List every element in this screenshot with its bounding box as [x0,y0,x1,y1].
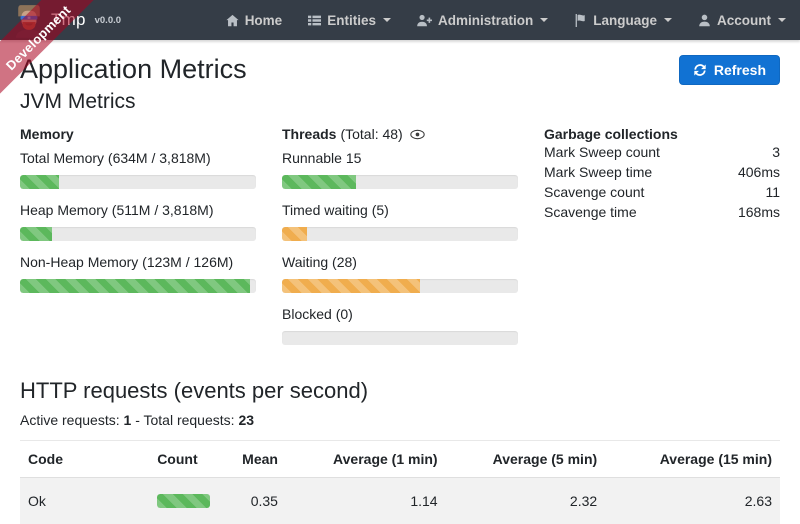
metrics-page: Application Metrics Refresh JVM Metrics … [0,54,800,524]
chevron-down-icon [383,18,391,22]
nonheap-memory-label: Non-Heap Memory (123M / 126M) [20,254,256,270]
nav-label: Entities [327,13,376,28]
gc-value: 11 [765,184,780,200]
cell-avg-5min: 2.32 [446,478,606,524]
header-mean: Mean [218,441,286,478]
gc-label: Scavenge count [544,184,644,200]
nav-label: Language [593,13,657,28]
progress-fill [20,227,52,241]
refresh-label: Refresh [714,62,766,78]
cell-mean: 0.35 [218,478,286,524]
timed-waiting-label: Timed waiting (5) [282,202,518,218]
eye-icon[interactable] [410,129,425,140]
threads-total-label: (Total: 48) [340,126,402,142]
heap-memory-label: Heap Memory (511M / 3,818M) [20,202,256,218]
home-icon [226,14,239,27]
gc-row-mark-sweep-time: Mark Sweep time 406ms [544,164,780,180]
header-count: Count [149,441,217,478]
table-header-row: Code Count Mean Average (1 min) Average … [20,441,780,478]
chevron-down-icon [664,18,672,22]
top-navbar: Tmp v0.0.0 Home Entities Administration … [0,0,800,40]
gc-row-scavenge-count: Scavenge count 11 [544,184,780,200]
user-plus-icon [417,14,432,27]
user-icon [698,14,711,27]
blocked-label: Blocked (0) [282,306,518,322]
waiting-label: Waiting (28) [282,254,518,270]
memory-heading: Memory [20,126,256,142]
total-memory-label: Total Memory (634M / 3,818M) [20,150,256,166]
waiting-progressbar [282,279,518,293]
app-name: Tmp [51,10,86,30]
table-row-ok: Ok 0.35 1.14 2.32 2.63 [20,478,780,524]
progress-fill [20,175,59,189]
total-requests-value: 23 [238,412,254,428]
gc-value: 406ms [738,164,780,180]
blocked-progressbar [282,331,518,345]
cell-count [149,478,217,524]
progress-fill [282,175,356,189]
page-title: Application Metrics [20,54,247,85]
chevron-down-icon [540,18,548,22]
nav-item-entities[interactable]: Entities [308,13,391,28]
cell-avg-1min: 1.14 [286,478,446,524]
header-avg-1min: Average (1 min) [286,441,446,478]
nav-label: Administration [438,13,533,28]
gc-row-mark-sweep-count: Mark Sweep count 3 [544,144,780,160]
threads-heading-label: Threads [282,126,336,142]
app-version: v0.0.0 [95,15,121,26]
hipster-avatar-logo [14,4,44,38]
runnable-progressbar [282,175,518,189]
http-requests-table: Code Count Mean Average (1 min) Average … [20,441,780,524]
timed-waiting-progressbar [282,227,518,241]
active-requests-value: 1 [124,412,132,428]
progress-fill [157,494,209,508]
http-requests-heading: HTTP requests (events per second) [20,378,780,404]
progress-fill [20,279,250,293]
gc-row-scavenge-time: Scavenge time 168ms [544,204,780,220]
nav-label: Account [717,13,771,28]
nav-item-account[interactable]: Account [698,13,786,28]
jvm-metrics-row: Memory Total Memory (634M / 3,818M) Heap… [20,126,780,358]
header-avg-5min: Average (5 min) [446,441,606,478]
requests-summary: Active requests: 1 - Total requests: 23 [20,412,780,428]
gc-label: Mark Sweep count [544,144,660,160]
navbar-menu: Home Entities Administration Language Ac… [226,13,786,28]
nav-item-home[interactable]: Home [226,13,283,28]
list-icon [308,14,321,27]
refresh-button[interactable]: Refresh [679,55,780,85]
refresh-icon [693,63,707,77]
gc-heading: Garbage collections [544,126,780,142]
gc-value: 168ms [738,204,780,220]
cell-code: Ok [20,478,149,524]
garbage-collections-section: Garbage collections Mark Sweep count 3 M… [544,126,780,358]
progress-fill [282,227,307,241]
brand[interactable]: Tmp v0.0.0 [14,2,121,38]
chevron-down-icon [778,18,786,22]
heap-memory-progressbar [20,227,256,241]
total-memory-progressbar [20,175,256,189]
active-requests-label: Active requests: [20,412,120,428]
nonheap-memory-progressbar [20,279,256,293]
count-progressbar [157,494,209,508]
runnable-label: Runnable 15 [282,150,518,166]
total-requests-label: - Total requests: [135,412,234,428]
header-avg-15min: Average (15 min) [605,441,780,478]
flag-icon [574,14,587,27]
threads-heading: Threads (Total: 48) [282,126,518,142]
header-code: Code [20,441,149,478]
memory-section: Memory Total Memory (634M / 3,818M) Heap… [20,126,256,358]
nav-item-administration[interactable]: Administration [417,13,548,28]
progress-fill [282,279,420,293]
gc-label: Scavenge time [544,204,637,220]
gc-value: 3 [772,144,780,160]
cell-avg-15min: 2.63 [605,478,780,524]
threads-section: Threads (Total: 48) Runnable 15 Timed wa… [282,126,518,358]
gc-label: Mark Sweep time [544,164,652,180]
jvm-metrics-heading: JVM Metrics [20,90,780,114]
nav-label: Home [245,13,283,28]
nav-item-language[interactable]: Language [574,13,672,28]
